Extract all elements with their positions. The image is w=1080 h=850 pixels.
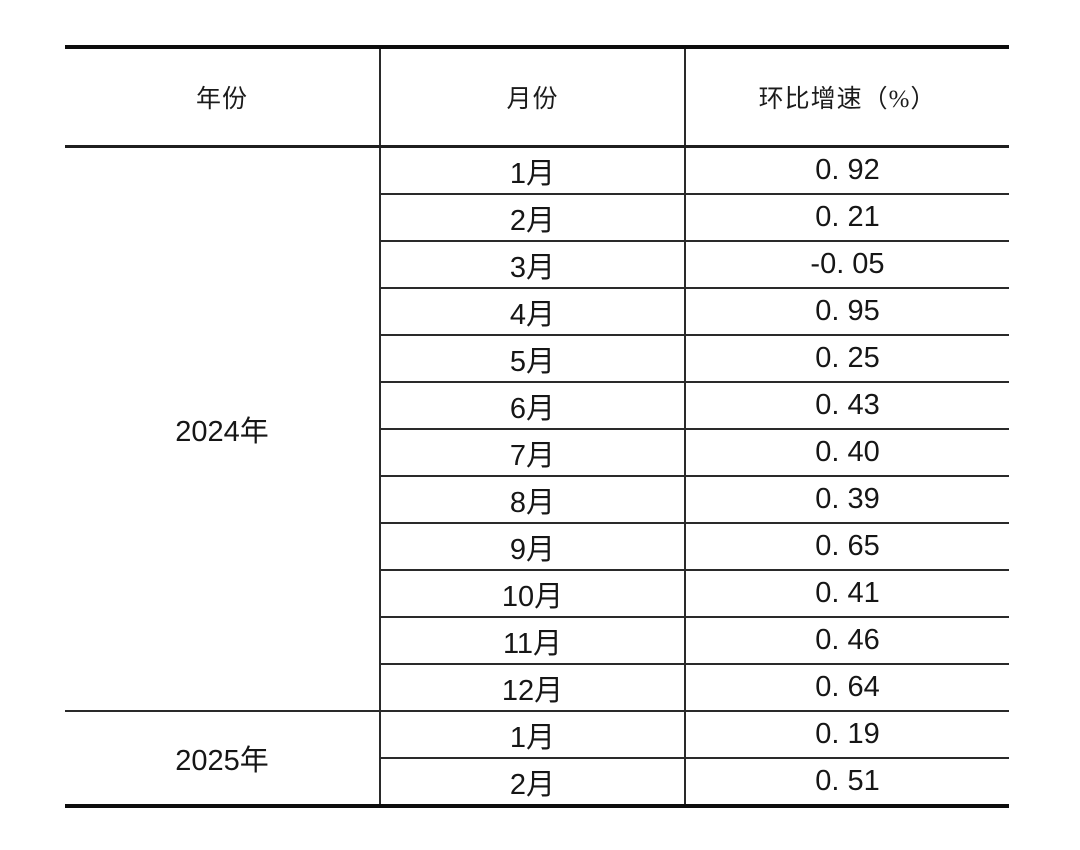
- value-cell: 0. 40: [685, 429, 1009, 477]
- table-row: 6月 0. 43: [65, 382, 1009, 430]
- value-cell: 0. 51: [685, 758, 1009, 807]
- table-row: 10月 0. 41: [65, 570, 1009, 618]
- value-cell: 0. 25: [685, 335, 1009, 383]
- month-cell: 2月: [380, 194, 686, 242]
- header-cell-year: 年份: [65, 47, 381, 148]
- value-cell: 0. 65: [685, 523, 1009, 571]
- year-cell-2024: 2024年: [65, 146, 381, 712]
- table-body: 2024年 1月 0. 92 2月 0. 21 3月 -0. 05 4月 0. …: [65, 146, 1009, 807]
- table-row: 8月 0. 39: [65, 476, 1009, 524]
- table-row: 12月 0. 64: [65, 664, 1009, 712]
- value-cell: -0. 05: [685, 241, 1009, 289]
- value-cell: 0. 46: [685, 617, 1009, 665]
- header-row: 年份 月份 环比增速（%）: [65, 47, 1009, 148]
- value-cell: 0. 21: [685, 194, 1009, 242]
- value-cell: 0. 43: [685, 382, 1009, 430]
- month-cell: 6月: [380, 382, 686, 430]
- value-cell: 0. 41: [685, 570, 1009, 618]
- table-row: 5月 0. 25: [65, 335, 1009, 383]
- value-cell: 0. 92: [685, 146, 1009, 195]
- header-cell-month: 月份: [380, 47, 686, 148]
- table-row: 2024年 1月 0. 92: [65, 146, 1009, 712]
- table-row: 11月 0. 46: [65, 617, 1009, 665]
- table-row: 3月 -0. 05: [65, 241, 1009, 289]
- table-row: 4月 0. 95: [65, 288, 1009, 336]
- month-cell: 1月: [380, 146, 686, 195]
- month-cell: 12月: [380, 664, 686, 712]
- table-row: 2月 0. 51: [65, 758, 1009, 807]
- month-cell: 9月: [380, 523, 686, 571]
- month-cell: 3月: [380, 241, 686, 289]
- table-row: 9月 0. 65: [65, 523, 1009, 571]
- table-row: 2月 0. 21: [65, 194, 1009, 242]
- month-cell: 5月: [380, 335, 686, 383]
- value-cell: 0. 64: [685, 664, 1009, 712]
- month-cell: 1月: [380, 711, 686, 759]
- value-cell: 0. 39: [685, 476, 1009, 524]
- table-header: 年份 月份 环比增速（%）: [65, 47, 1009, 148]
- month-cell: 8月: [380, 476, 686, 524]
- value-cell: 0. 19: [685, 711, 1009, 759]
- table-row: 7月 0. 40: [65, 429, 1009, 477]
- value-cell: 0. 95: [685, 288, 1009, 336]
- month-cell: 11月: [380, 617, 686, 665]
- monthly-growth-table: 年份 月份 环比增速（%） 2024年 1月 0. 92 2月 0. 21 3月…: [65, 45, 1009, 808]
- month-cell: 2月: [380, 758, 686, 807]
- table-row: 2025年 1月 0. 19: [65, 711, 1009, 807]
- month-cell: 7月: [380, 429, 686, 477]
- month-cell: 4月: [380, 288, 686, 336]
- year-cell-2025: 2025年: [65, 711, 381, 807]
- month-cell: 10月: [380, 570, 686, 618]
- header-cell-growth: 环比增速（%）: [685, 47, 1009, 148]
